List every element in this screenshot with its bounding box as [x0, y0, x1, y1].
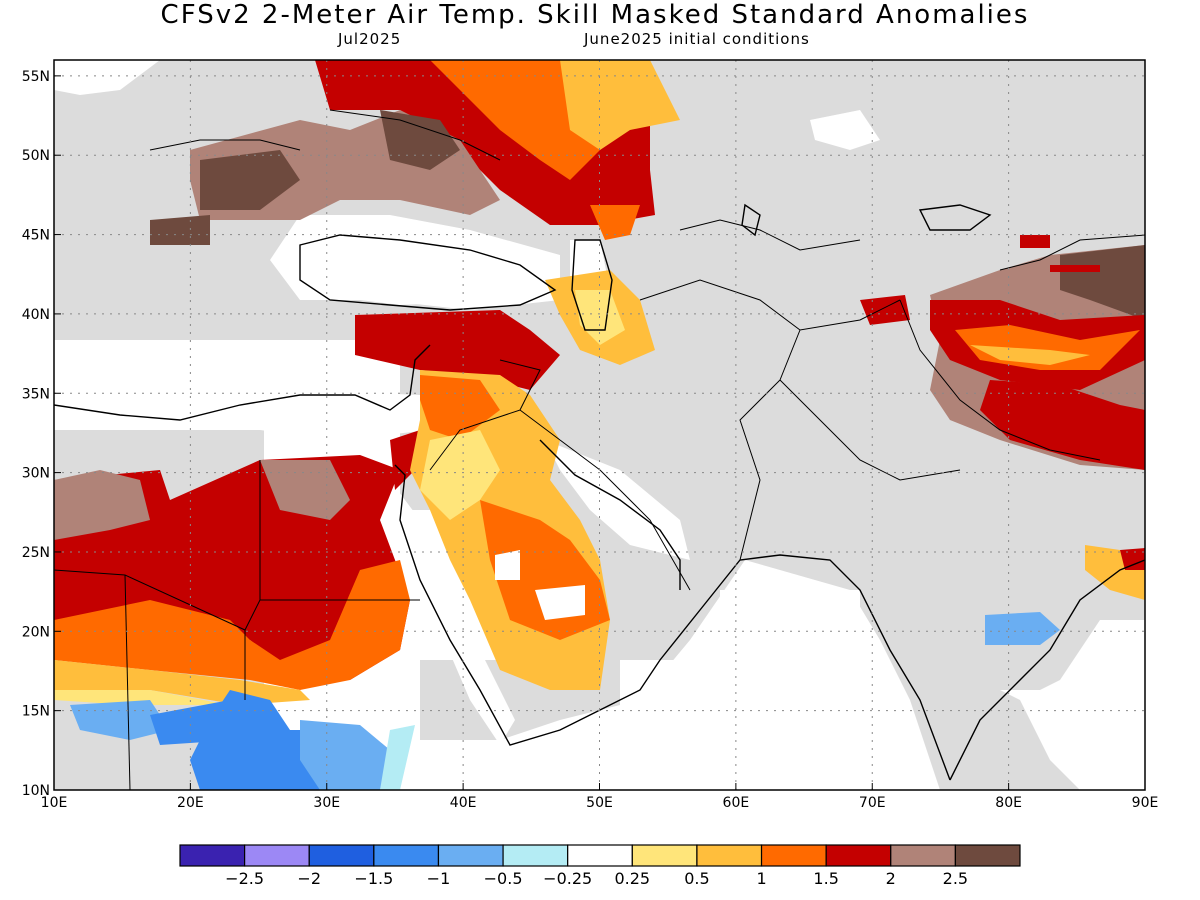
- latitude-labels: 10N 15N 20N 25N 30N 35N 40N 45N 50N 55N: [22, 69, 50, 799]
- initial-conditions: June2025 initial conditions: [584, 30, 810, 48]
- colorbar-swatch: [760, 844, 827, 867]
- x-tick-label: 70E: [859, 795, 886, 811]
- gridlines: [54, 60, 1145, 790]
- borders: [54, 109, 1145, 790]
- y-tick-label: 55N: [22, 69, 50, 85]
- y-tick-label: 50N: [22, 148, 50, 164]
- x-tick-label: 30E: [313, 795, 340, 811]
- y-tick-label: 40N: [22, 307, 50, 323]
- colorbar-label: 1.5: [813, 869, 838, 888]
- x-tick-label: 50E: [586, 795, 613, 811]
- x-tick-label: 40E: [450, 795, 477, 811]
- chart-title: CFSv2 2-Meter Air Temp. Skill Masked Sta…: [160, 0, 1030, 30]
- colorbar-swatch: [308, 844, 375, 867]
- x-tick-label: 20E: [177, 795, 204, 811]
- axis-ticks: [53, 75, 1146, 791]
- x-tick-label: 90E: [1132, 795, 1159, 811]
- colorbar-label: 0.25: [614, 869, 650, 888]
- colorbar-swatch: [954, 844, 1021, 867]
- colorbar-swatch: [437, 844, 504, 867]
- colorbar-label: 2.5: [943, 869, 968, 888]
- colorbar-label: −1: [427, 869, 451, 888]
- colorbar-label: 0.5: [684, 869, 709, 888]
- colorbar-swatch: [631, 844, 698, 867]
- x-tick-label: 60E: [723, 795, 750, 811]
- x-tick-label: 80E: [995, 795, 1022, 811]
- colorbar-swatch: [567, 844, 633, 867]
- colorbar-swatch: [890, 844, 956, 867]
- colorbar-swatch: [244, 844, 310, 867]
- colorbar-swatch: [502, 844, 569, 867]
- y-tick-label: 10N: [22, 783, 50, 799]
- y-tick-label: 25N: [22, 545, 50, 561]
- y-tick-label: 35N: [22, 386, 50, 402]
- coastlines: [54, 203, 1145, 781]
- x-tick-label: 10E: [41, 795, 68, 811]
- colorbar-label: −2: [297, 869, 321, 888]
- y-tick-label: 20N: [22, 624, 50, 640]
- colorbar-swatch: [696, 844, 763, 867]
- colorbar-label: −1.5: [354, 869, 393, 888]
- colorbar-label: 2: [886, 869, 896, 888]
- colorbar-swatch: [373, 844, 440, 867]
- colorbar-label: −2.5: [225, 869, 264, 888]
- colorbar-label: −0.5: [484, 869, 523, 888]
- colorbar-label: −0.25: [543, 869, 592, 888]
- longitude-labels: 10E 20E 30E 40E 50E 60E 70E 80E 90E: [41, 795, 1159, 811]
- y-tick-label: 45N: [22, 228, 50, 244]
- colorbar-swatch: [179, 844, 246, 867]
- map-layer: [54, 60, 1145, 790]
- y-tick-label: 15N: [22, 704, 50, 720]
- colorbar-label: 1: [756, 869, 766, 888]
- colorbar-swatch: [825, 844, 892, 867]
- valid-month: Jul2025: [338, 30, 402, 48]
- colorbar: −2.5 −2 −1.5 −1 −0.5 −0.25 0.25 0.5 1 1.5 2 2.5: [179, 844, 1021, 888]
- y-tick-label: 30N: [22, 466, 50, 482]
